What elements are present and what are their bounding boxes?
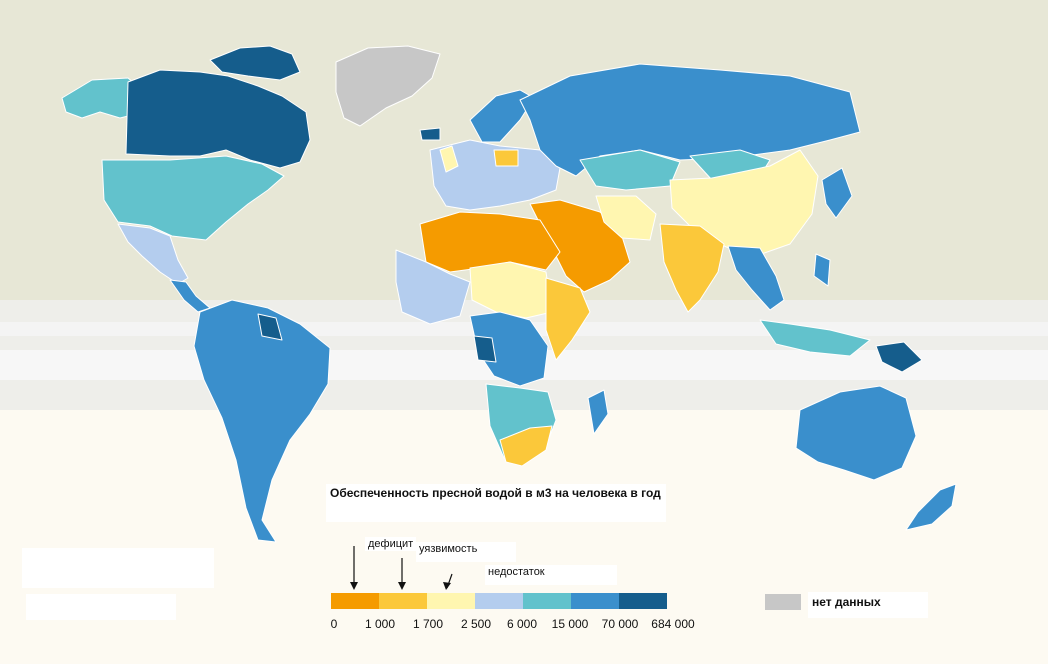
scale-tick-6: 70 000 (601, 617, 639, 631)
region-south-america (193, 299, 331, 543)
scale-tick-1: 1 000 (364, 617, 396, 631)
scale-swatch-3 (427, 593, 475, 609)
region-canada-islands (209, 45, 301, 81)
region-mexico (117, 223, 189, 285)
scale-swatch-5 (523, 593, 571, 609)
region-south-africa (499, 425, 553, 467)
scale-swatch-6 (571, 593, 619, 609)
scale-tick-7: 684 000 (651, 617, 695, 631)
region-europe (429, 139, 561, 211)
region-new-zealand (905, 483, 957, 531)
color-scale (331, 593, 667, 609)
category-label-shortage: недостаток (485, 565, 617, 585)
region-gabon (473, 335, 497, 363)
region-png (875, 341, 923, 373)
category-label-deficit: дефицит (365, 537, 417, 551)
scale-swatch-4 (475, 593, 523, 609)
scale-tick-5: 15 000 (551, 617, 589, 631)
region-japan (821, 167, 853, 219)
scale-tick-3: 2 500 (460, 617, 492, 631)
region-russia (519, 63, 861, 177)
region-sahel (469, 261, 553, 319)
scale-tick-0: 0 (330, 617, 338, 631)
region-australia (795, 385, 917, 481)
region-north-africa (419, 211, 561, 273)
region-usa (101, 155, 285, 241)
region-philippines (813, 253, 831, 287)
region-madagascar (587, 389, 609, 435)
scale-tick-4: 6 000 (506, 617, 538, 631)
category-label-vulnerability: уязвимость (416, 542, 516, 562)
nodata-label: нет данных (808, 592, 928, 618)
nodata-swatch (765, 594, 801, 610)
region-se-asia (727, 245, 785, 311)
blank-label-box-2 (26, 594, 176, 620)
region-india (659, 223, 725, 313)
region-poland (493, 149, 519, 167)
scale-swatch-1 (331, 593, 379, 609)
region-indonesia (759, 319, 871, 357)
region-greenland (335, 45, 441, 127)
region-uk (439, 145, 459, 173)
region-east-africa (545, 277, 591, 361)
blank-label-box-1 (22, 548, 214, 588)
region-west-africa (395, 249, 471, 325)
region-canada (125, 69, 311, 169)
legend-title: Обеспеченность пресной водой в м3 на чел… (326, 484, 666, 522)
scale-tick-2: 1 700 (412, 617, 444, 631)
scale-swatch-7 (619, 593, 667, 609)
scale-swatch-2 (379, 593, 427, 609)
region-iran (595, 195, 657, 241)
region-iceland (419, 127, 441, 141)
region-guiana (257, 313, 283, 341)
